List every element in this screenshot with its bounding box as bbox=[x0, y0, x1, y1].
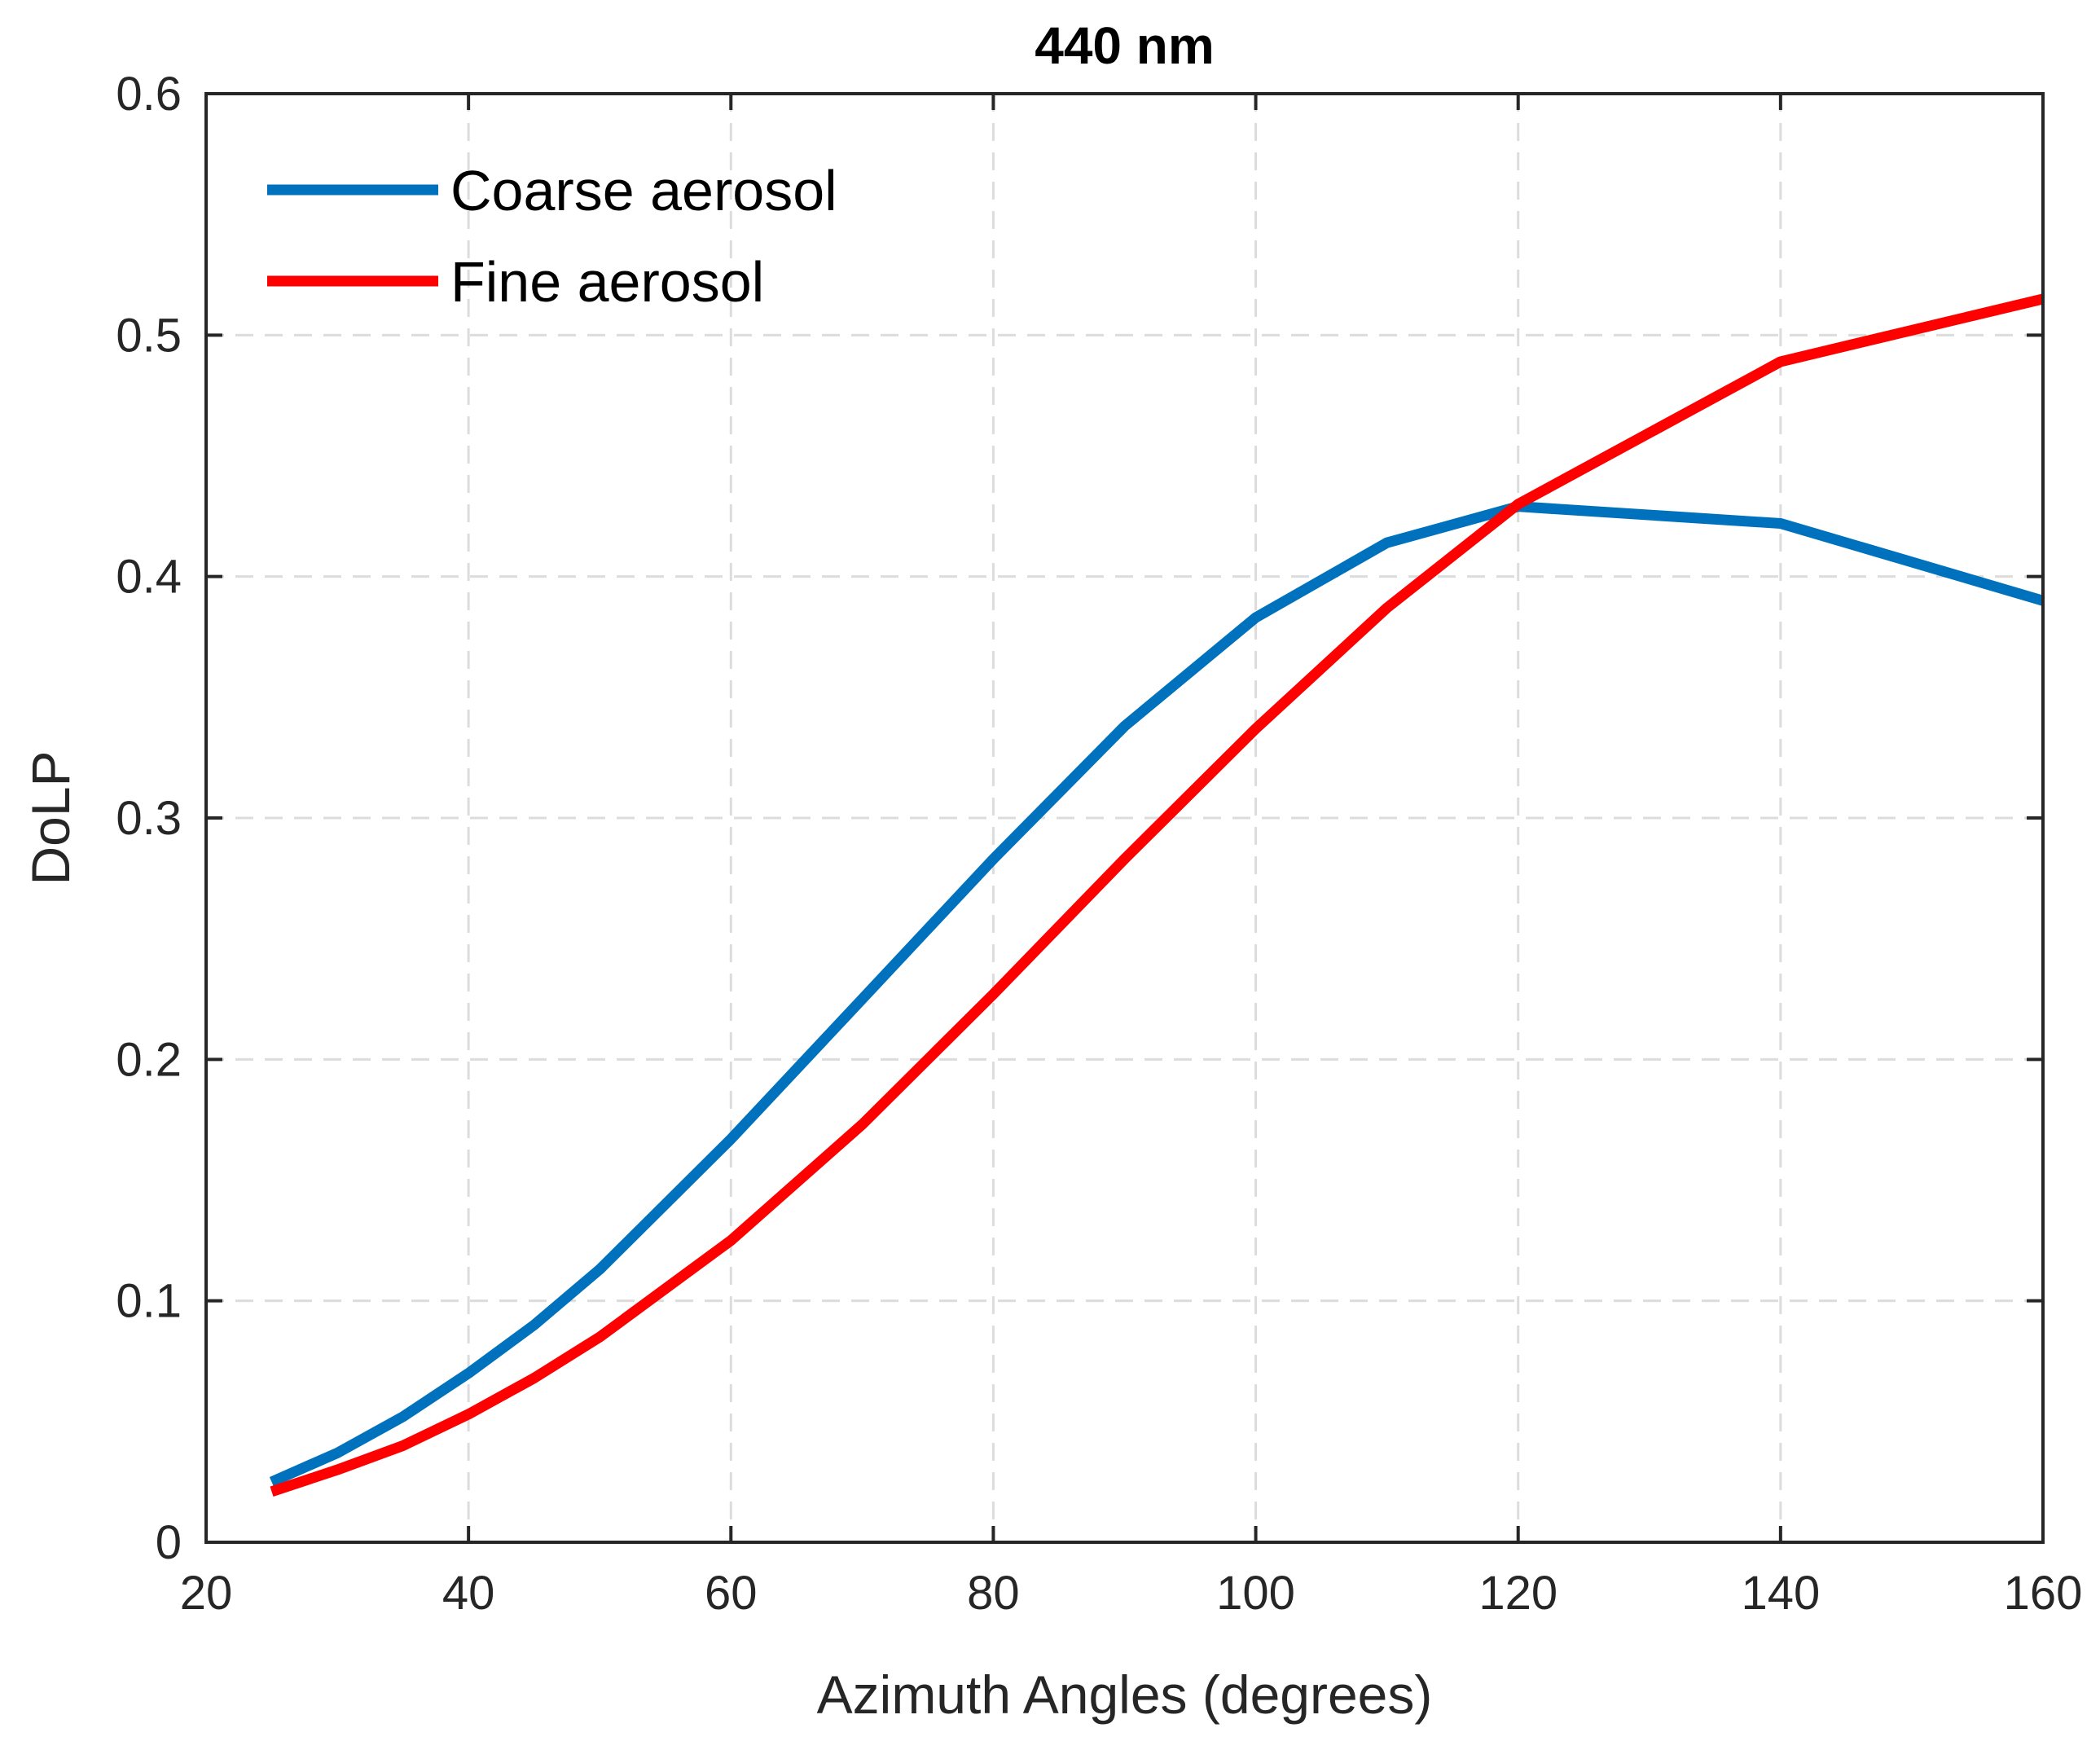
x-tick-label: 60 bbox=[705, 1567, 758, 1620]
legend-label-coarse-aerosol: Coarse aerosol bbox=[450, 159, 837, 222]
legend-label-fine-aerosol: Fine aerosol bbox=[450, 250, 764, 314]
series-layer bbox=[269, 293, 2045, 1497]
legend: Coarse aerosol Fine aerosol bbox=[267, 159, 837, 314]
x-tick-label: 100 bbox=[1216, 1567, 1295, 1620]
x-axis-title: Azimuth Angles (degrees) bbox=[817, 1664, 1433, 1725]
tick-labels: 20 40 60 80 100 120 140 160 0 0.1 0.2 0.3 0.4 0.5 0.6 bbox=[116, 68, 2082, 1620]
y-tick-label: 0.6 bbox=[116, 68, 182, 121]
series-line-coarse-aerosol bbox=[269, 501, 2045, 1487]
x-tick-label: 120 bbox=[1478, 1567, 1557, 1620]
x-tick-label: 160 bbox=[2004, 1567, 2083, 1620]
x-tick-label: 20 bbox=[180, 1567, 233, 1620]
y-tick-label: 0.3 bbox=[116, 792, 182, 845]
axis-ticks bbox=[204, 92, 2045, 1544]
chart-title: 440 nm bbox=[1035, 16, 1215, 75]
x-tick-label: 140 bbox=[1741, 1567, 1820, 1620]
series-line-fine-aerosol bbox=[270, 293, 2045, 1497]
x-tick-label: 80 bbox=[967, 1567, 1020, 1620]
y-tick-label: 0.4 bbox=[116, 551, 182, 604]
grid-lines bbox=[206, 94, 2043, 1542]
y-tick-label: 0.2 bbox=[116, 1033, 182, 1086]
y-tick-label: 0.5 bbox=[116, 309, 182, 362]
y-tick-label: 0 bbox=[156, 1516, 182, 1569]
y-axis-title: DoLP bbox=[20, 750, 81, 885]
x-tick-label: 40 bbox=[442, 1567, 495, 1620]
y-tick-label: 0.1 bbox=[116, 1275, 182, 1328]
